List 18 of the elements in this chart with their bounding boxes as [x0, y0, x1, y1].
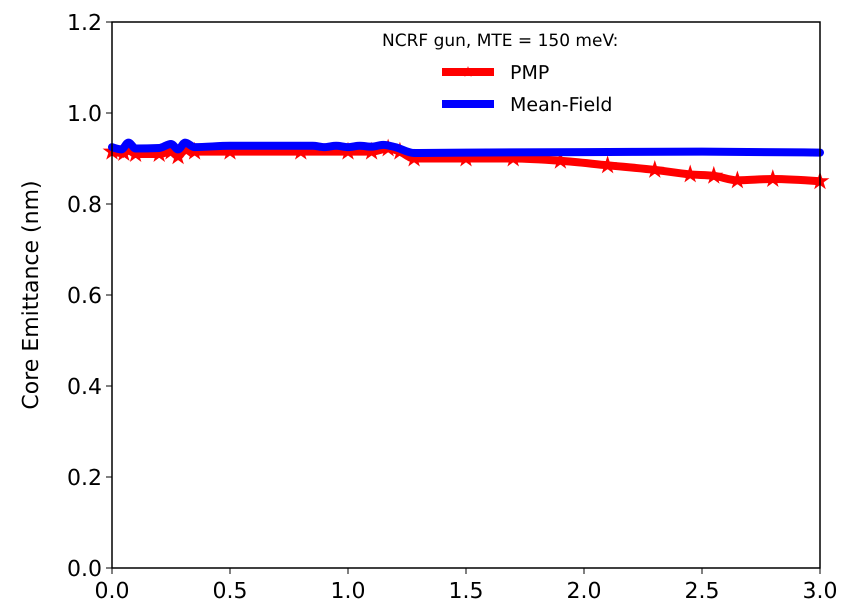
- y-tick-label: 0.4: [67, 375, 102, 400]
- x-tick-label: 1.0: [330, 579, 366, 604]
- x-tick-label: 0.5: [212, 579, 248, 604]
- y-tick-label: 0.6: [67, 284, 102, 309]
- y-tick-label: 0.2: [67, 466, 102, 491]
- legend-title: NCRF gun, MTE = 150 meV:: [382, 31, 618, 51]
- x-tick-label: 2.5: [684, 579, 720, 604]
- y-tick-label: 1.0: [67, 102, 102, 127]
- legend-label: Mean-Field: [510, 94, 612, 116]
- y-axis-title: Core Emittance (nm): [19, 180, 44, 410]
- x-tick-label: 1.5: [448, 579, 484, 604]
- x-tick-label: 2.0: [566, 579, 602, 604]
- x-tick-label: 0.0: [94, 579, 130, 604]
- legend-label: PMP: [510, 62, 550, 84]
- y-tick-label: 0.0: [67, 557, 102, 582]
- y-tick-label: 0.8: [67, 193, 102, 218]
- x-tick-label: 3.0: [802, 579, 838, 604]
- y-tick-label: 1.2: [67, 11, 102, 36]
